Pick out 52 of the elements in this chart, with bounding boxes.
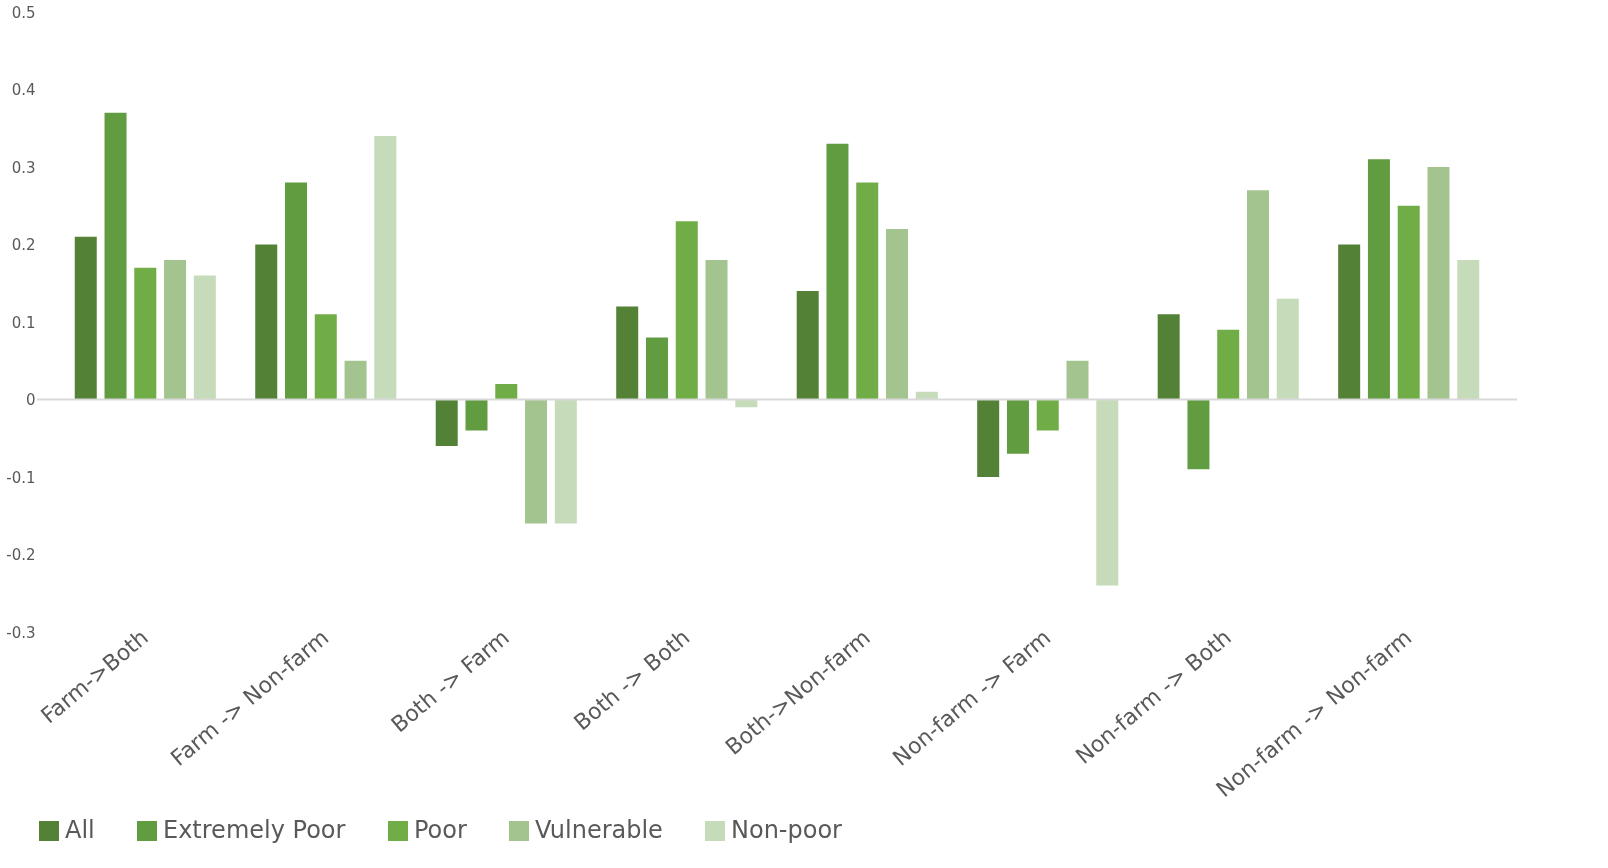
bar	[1276, 298, 1299, 400]
bar	[705, 260, 728, 400]
bar	[314, 314, 337, 400]
bar	[977, 399, 1000, 477]
bar	[1397, 205, 1420, 400]
bar	[826, 143, 849, 400]
y-tick-label: -0.3	[6, 623, 36, 642]
y-tick-label: 0.2	[11, 236, 36, 254]
bar	[1427, 167, 1450, 400]
bar	[255, 244, 278, 400]
bar	[796, 291, 819, 400]
bar	[285, 182, 308, 400]
bar	[465, 399, 488, 431]
bar	[1246, 190, 1269, 400]
legend-label: Poor	[414, 816, 467, 844]
bar	[1096, 399, 1119, 586]
bar	[525, 399, 548, 524]
bar	[1066, 360, 1089, 400]
bar	[554, 399, 577, 524]
bar	[1217, 329, 1240, 400]
bar	[74, 236, 97, 400]
bar	[495, 384, 518, 400]
bar	[193, 275, 216, 400]
bar	[1457, 260, 1480, 400]
bar	[645, 337, 668, 400]
bar	[616, 306, 639, 400]
bar	[1006, 399, 1029, 454]
legend-label: Extremely Poor	[163, 816, 346, 844]
bar	[164, 260, 187, 400]
y-tick-label: 0.5	[11, 3, 36, 22]
bar	[856, 182, 879, 400]
bar	[675, 221, 698, 400]
bar	[1187, 399, 1210, 470]
bar	[344, 360, 367, 400]
legend-label: All	[65, 816, 95, 844]
y-tick-label: 0.3	[11, 158, 36, 177]
y-tick-label: 0.1	[11, 313, 36, 332]
y-tick-label: 0	[25, 391, 36, 409]
bar	[104, 112, 127, 400]
bar	[435, 399, 458, 446]
bar	[1338, 244, 1361, 400]
legend-label: Vulnerable	[535, 816, 663, 844]
y-tick-label: 0.4	[11, 81, 36, 99]
bar	[1036, 399, 1059, 431]
y-tick-label: -0.2	[6, 546, 36, 564]
bar	[1367, 159, 1390, 400]
bar	[374, 136, 397, 400]
legend-label: Non-poor	[731, 816, 843, 844]
bar	[1157, 314, 1180, 400]
bar	[134, 267, 157, 400]
bar	[886, 229, 909, 400]
y-tick-label: -0.1	[6, 468, 36, 487]
